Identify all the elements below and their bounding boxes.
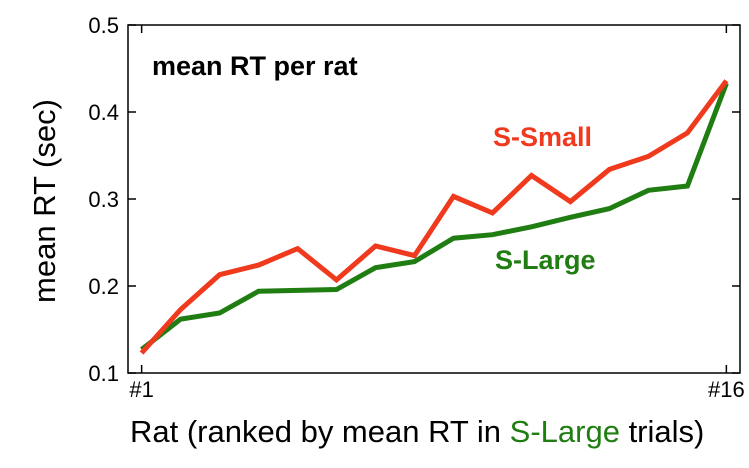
series-label-s-small: S-Small [493,122,592,152]
x-tick-label: #16 [708,377,745,402]
y-tick-label: 0.5 [88,13,119,38]
x-axis: #1 #16 [129,25,745,402]
series-label-s-large: S-Large [495,245,596,275]
y-tick-label: 0.2 [88,274,119,299]
y-axis: 0.1 0.2 0.3 0.4 0.5 [88,13,740,386]
x-axis-title-part-1: Rat (ranked by mean RT in [130,414,510,449]
chart-title: mean RT per rat [152,51,358,81]
series-line-s-large [140,82,729,352]
x-axis-title-part-3: trials) [620,414,704,449]
x-axis-title: Rat (ranked by mean RT in S-Large trials… [130,414,704,449]
y-tick-label: 0.1 [88,361,119,386]
x-tick-label: #1 [129,377,153,402]
series-line-s-small [139,79,729,355]
y-tick-label: 0.4 [88,100,119,125]
series-lines [139,79,729,355]
y-tick-label: 0.3 [88,187,119,212]
y-axis-title: mean RT (sec) [27,99,62,303]
x-axis-title-highlight: S-Large [510,414,620,449]
